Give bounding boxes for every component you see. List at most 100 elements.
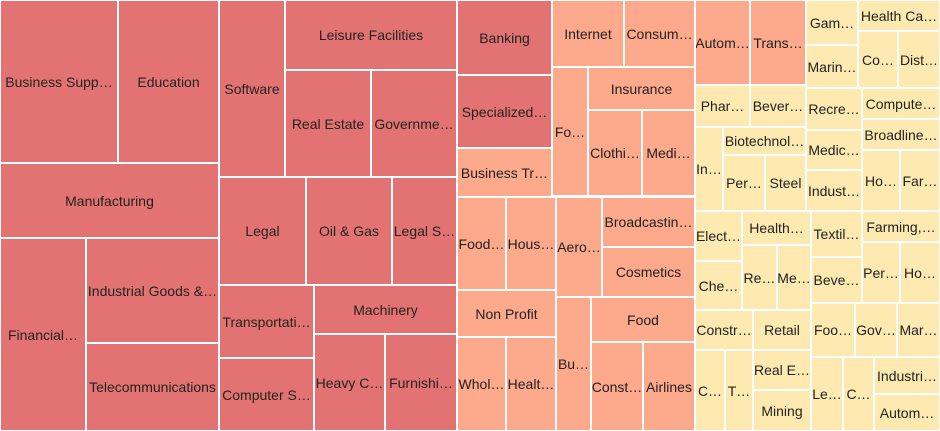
tile-label: Steel (769, 175, 802, 191)
treemap-tile: Food (591, 297, 695, 342)
tile-label: Phar… (700, 98, 745, 114)
tile-label: Transportati… (222, 313, 311, 330)
tile-label: Real E… (753, 362, 811, 378)
tile-label: Constr… (696, 322, 752, 338)
treemap-tile: C… (843, 357, 874, 431)
tile-label: Health Ca… (860, 7, 938, 24)
tile-label: Computer S… (222, 386, 311, 403)
tile-label: Ho… (904, 264, 936, 281)
tile-label: Manufacturing (65, 192, 154, 209)
tile-label: Business Tr… (460, 164, 549, 181)
treemap-tile: Co… (858, 31, 898, 88)
treemap-tile: Far… (900, 150, 940, 211)
tile-label: Education (137, 73, 200, 90)
treemap-tile: Mining (753, 390, 811, 431)
treemap-tile: Telecommunications (86, 343, 219, 431)
tile-label: Leisure Facilities (318, 27, 424, 43)
treemap-tile: Real Estate (285, 70, 371, 177)
treemap-tile: Internet (552, 0, 624, 67)
treemap-tile: Industri… (874, 357, 940, 394)
tile-label: Financial… (7, 326, 79, 343)
tile-label: Food (627, 311, 659, 328)
tile-label: Recre… (808, 101, 860, 117)
tile-label: Textil… (813, 226, 860, 242)
treemap-tile: Retail (753, 310, 811, 350)
tile-label: Compute… (865, 95, 937, 112)
treemap-tile: Beve… (811, 257, 862, 303)
tile-label: T… (727, 382, 751, 399)
treemap-tile: Computer S… (219, 358, 314, 431)
tile-label: Furnishi… (389, 374, 453, 391)
treemap-tile: Gov… (855, 303, 897, 357)
treemap-tile: Industrial Goods &… (86, 238, 219, 343)
treemap-tile: Financial… (0, 238, 86, 431)
tile-label: Re… (743, 269, 776, 286)
tile-label: Foo… (813, 322, 853, 338)
tile-label: Real Estate (291, 115, 365, 132)
treemap-tile: Insurance (588, 67, 695, 110)
tile-label: Far… (902, 172, 938, 189)
tile-label: Healt… (507, 376, 555, 392)
tile-label: Autom… (879, 404, 935, 421)
treemap-tile: Bu… (556, 297, 591, 431)
tile-label: Food… (458, 235, 505, 252)
treemap-tile: Che… (695, 261, 742, 310)
treemap-tile: Re… (742, 245, 777, 310)
treemap-tile: Cosmetics (602, 247, 695, 297)
tile-label: Ho… (865, 172, 897, 189)
treemap-tile: Legal (219, 177, 306, 285)
tile-label: Elect… (695, 228, 742, 244)
tile-label: Legal S… (393, 223, 456, 239)
treemap-tile: Non Profit (457, 290, 556, 337)
tile-label: Broadcastin… (604, 214, 693, 230)
tile-label: Airlines (646, 378, 692, 395)
tile-label: Business Supp… (5, 73, 113, 90)
treemap-tile: Fo… (552, 67, 588, 196)
tile-label: Mining (761, 402, 803, 419)
tile-label: Fo… (554, 123, 586, 140)
tile-label: Insurance (610, 80, 673, 97)
treemap-tile: Broadcastin… (602, 197, 695, 247)
tile-label: Governme… (374, 115, 454, 132)
treemap-tile: Healt… (506, 337, 556, 431)
treemap-tile: Medi… (642, 110, 695, 196)
tile-label: Beve… (813, 272, 860, 288)
tile-label: Co… (862, 51, 894, 68)
treemap-tile: T… (725, 350, 753, 431)
treemap-tile: Governme… (371, 70, 457, 177)
treemap-tile: Biotechnol… (723, 127, 806, 155)
tile-label: Per… (726, 175, 762, 191)
treemap-tile: Transportati… (219, 285, 314, 358)
treemap-tile: Clothi… (588, 110, 642, 196)
tile-label: Biotechnol… (724, 133, 805, 149)
tile-label: Consum… (626, 25, 693, 42)
treemap-tile: Real E… (753, 350, 811, 390)
treemap-tile: Mar… (897, 303, 940, 357)
treemap-tile: Autom… (695, 0, 750, 85)
treemap-tile: Recre… (806, 88, 862, 130)
tile-label: Per… (863, 264, 899, 281)
tile-label: Const… (591, 378, 643, 395)
tile-label: Industri… (877, 367, 937, 384)
treemap-tile: Manufacturing (0, 163, 219, 238)
treemap-tile: Constr… (695, 310, 753, 350)
treemap-tile: Compute… (862, 88, 940, 119)
tile-label: Le… (812, 386, 842, 402)
tile-label: Dist… (899, 51, 939, 68)
treemap-tile: Aero… (556, 197, 602, 297)
treemap-tile: Leisure Facilities (285, 0, 457, 70)
tile-label: Me… (777, 269, 811, 286)
tile-label: Whol… (458, 376, 505, 392)
tile-label: Medic… (808, 142, 860, 158)
treemap-tile: Dist… (898, 31, 940, 88)
tile-label: Retail (764, 322, 800, 338)
tile-label: Heavy C… (315, 374, 384, 391)
tile-label: Machinery (353, 301, 418, 318)
treemap-tile: Furnishi… (385, 334, 457, 431)
treemap-tile: Steel (765, 155, 806, 211)
treemap-tile: Business Supp… (0, 0, 118, 163)
treemap-tile: Medic… (806, 130, 862, 170)
treemap-tile: Food… (457, 197, 506, 290)
treemap-tile: Broadline… (862, 119, 940, 150)
treemap-tile: C… (695, 350, 725, 431)
